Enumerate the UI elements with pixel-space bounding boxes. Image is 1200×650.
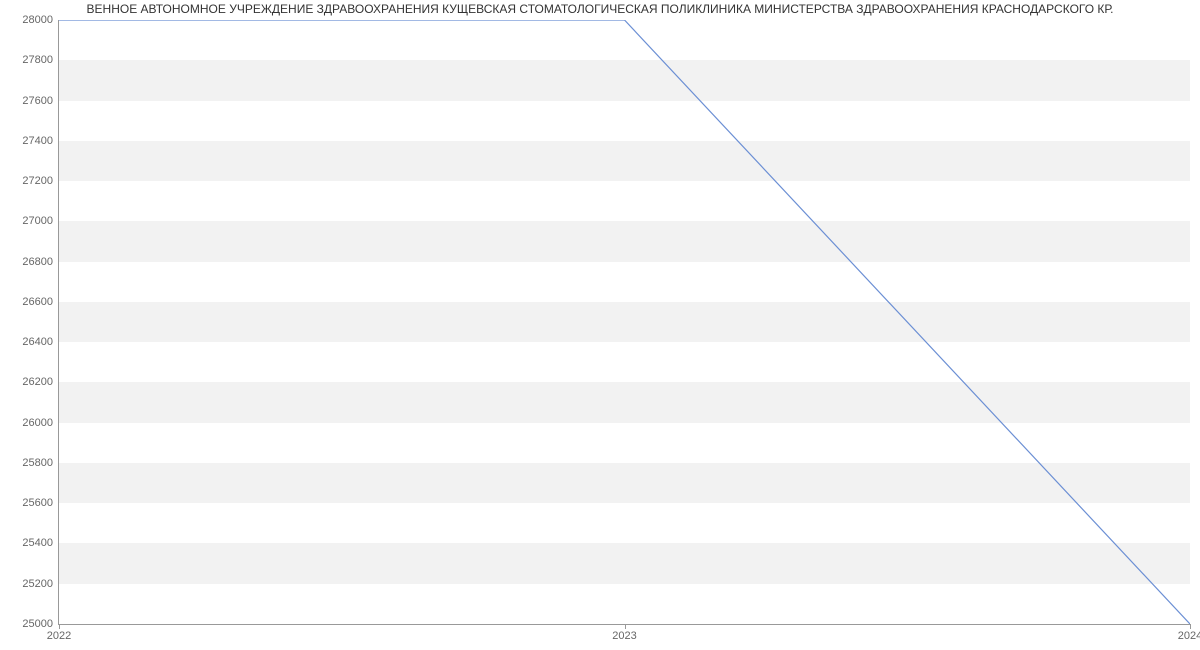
y-tick-label: 26000 [22,417,53,429]
y-tick-label: 27400 [22,135,53,147]
y-tick-label: 25800 [22,457,53,469]
y-tick-label: 25400 [22,537,53,549]
y-tick-label: 26400 [22,336,53,348]
y-tick-label: 26800 [22,256,53,268]
y-tick-label: 28000 [22,14,53,26]
x-tick-label: 2023 [612,630,636,642]
y-tick-label: 25600 [22,497,53,509]
y-tick-label: 26600 [22,296,53,308]
plot-area: 2500025200254002560025800260002620026400… [58,20,1190,625]
chart-container: ВЕННОЕ АВТОНОМНОЕ УЧРЕЖДЕНИЕ ЗДРАВООХРАН… [0,0,1200,650]
x-tick-mark [625,624,626,629]
x-tick-label: 2024 [1178,630,1200,642]
y-tick-label: 27200 [22,175,53,187]
y-tick-label: 25000 [22,618,53,630]
y-tick-label: 25200 [22,578,53,590]
y-tick-label: 27000 [22,215,53,227]
x-tick-label: 2022 [47,630,71,642]
y-tick-label: 27600 [22,95,53,107]
x-tick-mark [1190,624,1191,629]
y-tick-label: 27800 [22,54,53,66]
chart-title: ВЕННОЕ АВТОНОМНОЕ УЧРЕЖДЕНИЕ ЗДРАВООХРАН… [0,2,1200,16]
y-tick-label: 26200 [22,376,53,388]
line-series [59,20,1190,624]
x-tick-mark [59,624,60,629]
